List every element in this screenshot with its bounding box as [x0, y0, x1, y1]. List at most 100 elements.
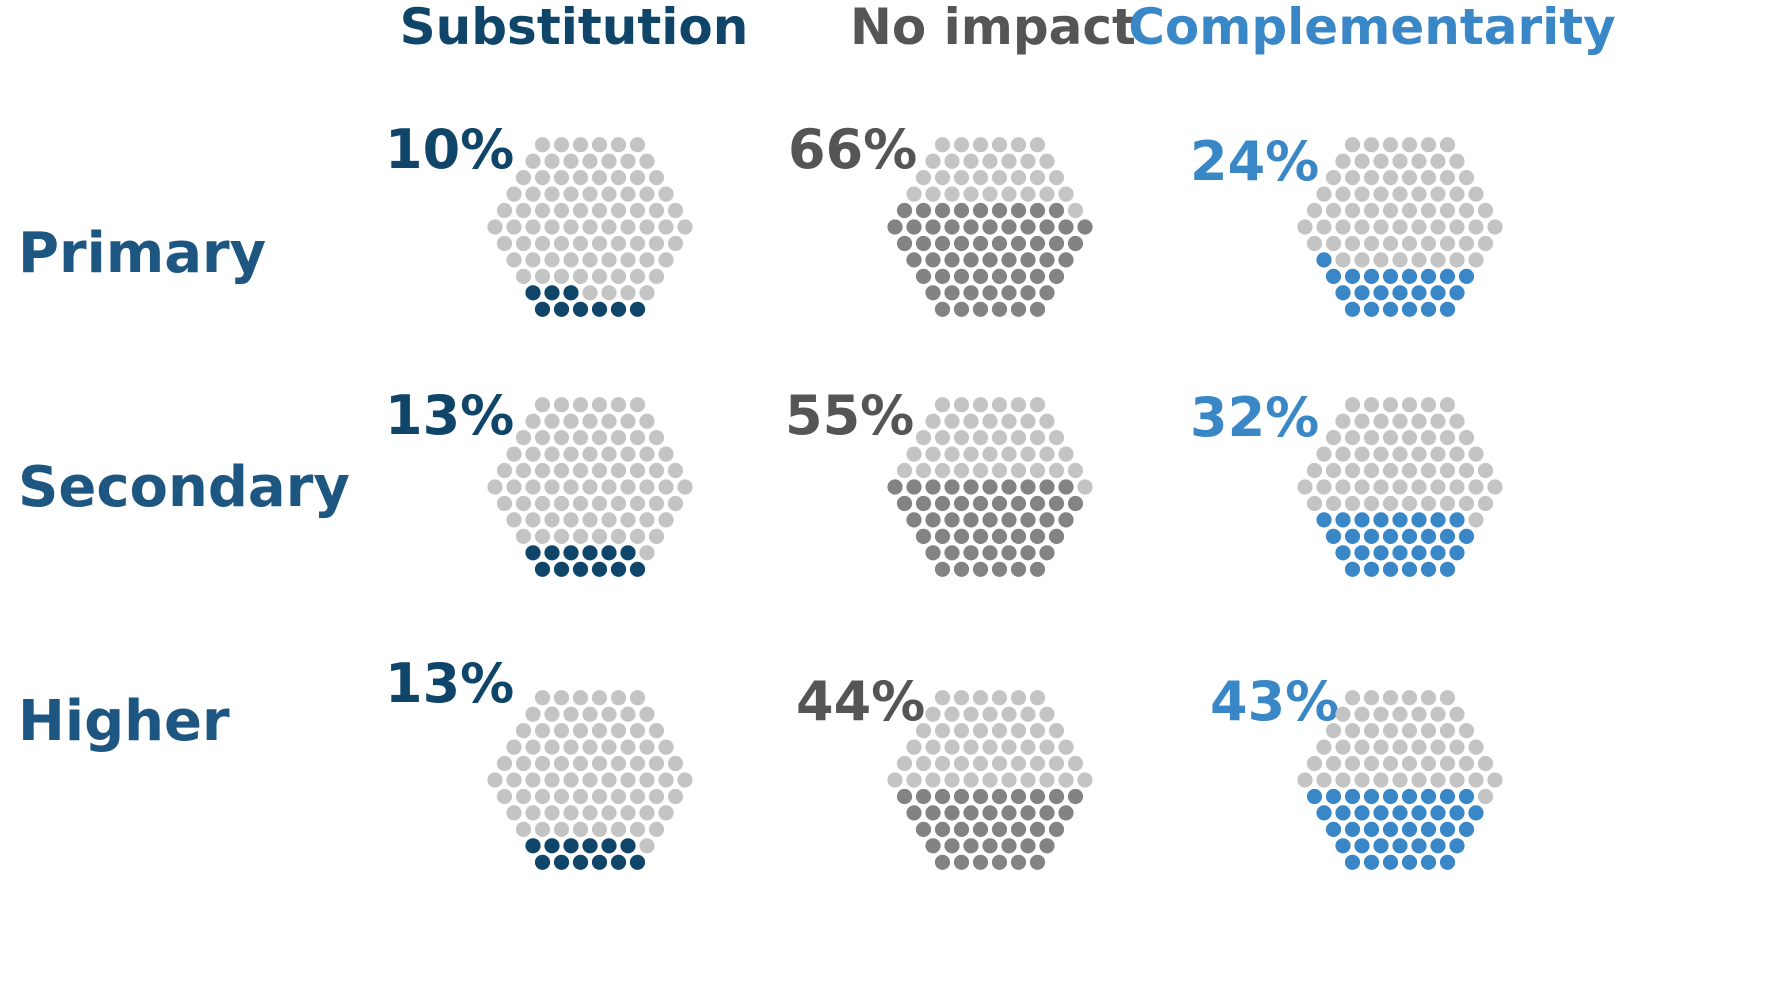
dot-empty [1382, 397, 1399, 413]
dot-filled [944, 838, 960, 854]
dot-empty [515, 528, 532, 545]
dot-empty [601, 252, 617, 268]
dot-empty [1335, 153, 1351, 169]
dot-empty [1382, 755, 1399, 772]
dot-filled [1354, 512, 1370, 528]
dot-empty [506, 512, 522, 528]
dot-filled [1439, 788, 1456, 805]
dot-empty [658, 446, 674, 462]
dot-empty [1354, 772, 1370, 788]
dot-empty [525, 252, 541, 268]
dot-empty [1477, 235, 1494, 252]
dot-filled [982, 219, 998, 235]
dot-empty [506, 186, 522, 202]
dot-empty [1430, 413, 1446, 429]
dot-empty [982, 413, 998, 429]
dot-empty [1392, 219, 1408, 235]
dot-empty [991, 755, 1008, 772]
dot-empty [629, 137, 646, 153]
dot-empty [1439, 690, 1456, 706]
dot-filled [915, 268, 932, 284]
dot-empty [991, 137, 1008, 153]
dot-filled [1020, 252, 1036, 268]
dot-empty [972, 723, 989, 739]
dot-filled [601, 545, 617, 561]
dot-filled [991, 821, 1008, 838]
dot-empty [1306, 495, 1323, 512]
dot-empty [610, 821, 627, 838]
dot-empty [648, 528, 665, 545]
dot-filled [1029, 788, 1046, 805]
dot-empty [1020, 446, 1036, 462]
dot-empty [591, 821, 608, 838]
dot-empty [667, 495, 684, 512]
dot-filled [1010, 788, 1027, 805]
dot-empty [915, 462, 932, 479]
dot-empty [1010, 430, 1027, 446]
dot-filled [972, 202, 989, 219]
dot-empty [1439, 170, 1456, 186]
dot-empty [506, 219, 522, 235]
dot-empty [639, 772, 655, 788]
dot-empty [544, 805, 560, 821]
dot-empty [1411, 706, 1427, 722]
dot-empty [1048, 462, 1065, 479]
dot-filled [1335, 838, 1351, 854]
dot-empty [1020, 186, 1036, 202]
dot-filled [1316, 805, 1332, 821]
dot-empty [629, 495, 646, 512]
dot-empty [1439, 397, 1456, 413]
dot-empty [544, 446, 560, 462]
dot-empty [639, 739, 655, 755]
dot-filled [629, 301, 646, 317]
dot-empty [1392, 739, 1408, 755]
row-label-primary: Primary [18, 221, 266, 286]
dot-empty [582, 512, 598, 528]
pct-label-secondary-complementarity: 32% [1190, 386, 1319, 449]
dot-filled [1058, 252, 1074, 268]
dot-filled [1029, 202, 1046, 219]
dot-empty [658, 512, 674, 528]
dot-filled [1048, 528, 1065, 545]
dot-empty [496, 788, 513, 805]
dot-filled [1373, 805, 1389, 821]
dot-filled [1430, 285, 1446, 301]
dot-empty [582, 772, 598, 788]
dot-empty [601, 285, 617, 301]
row-label-higher: Higher [18, 689, 230, 754]
dot-empty [534, 495, 551, 512]
dot-empty [591, 430, 608, 446]
dot-empty [1297, 772, 1313, 788]
dot-empty [534, 202, 551, 219]
dot-filled [1401, 301, 1418, 317]
dot-filled [1325, 268, 1342, 284]
dot-filled [1058, 219, 1074, 235]
dot-filled [915, 202, 932, 219]
dot-empty [525, 739, 541, 755]
dot-filled [1029, 495, 1046, 512]
dot-filled [525, 838, 541, 854]
dot-empty [982, 772, 998, 788]
dot-filled [1354, 805, 1370, 821]
dot-filled [1020, 285, 1036, 301]
dot-empty [972, 755, 989, 772]
dot-filled [544, 285, 560, 301]
dot-empty [610, 430, 627, 446]
dot-empty [544, 479, 560, 495]
dot-empty [991, 430, 1008, 446]
dot-empty [563, 805, 579, 821]
dot-empty [648, 430, 665, 446]
dot-empty [1420, 202, 1437, 219]
dot-filled [1439, 301, 1456, 317]
dot-empty [963, 739, 979, 755]
dot-empty [639, 838, 655, 854]
dot-empty [496, 202, 513, 219]
dot-empty [1439, 137, 1456, 153]
dot-empty [934, 755, 951, 772]
dot-empty [1373, 739, 1389, 755]
dot-empty [944, 446, 960, 462]
dot-filled [1010, 821, 1027, 838]
dot-empty [1344, 202, 1361, 219]
dot-empty [544, 153, 560, 169]
dot-filled [1306, 788, 1323, 805]
